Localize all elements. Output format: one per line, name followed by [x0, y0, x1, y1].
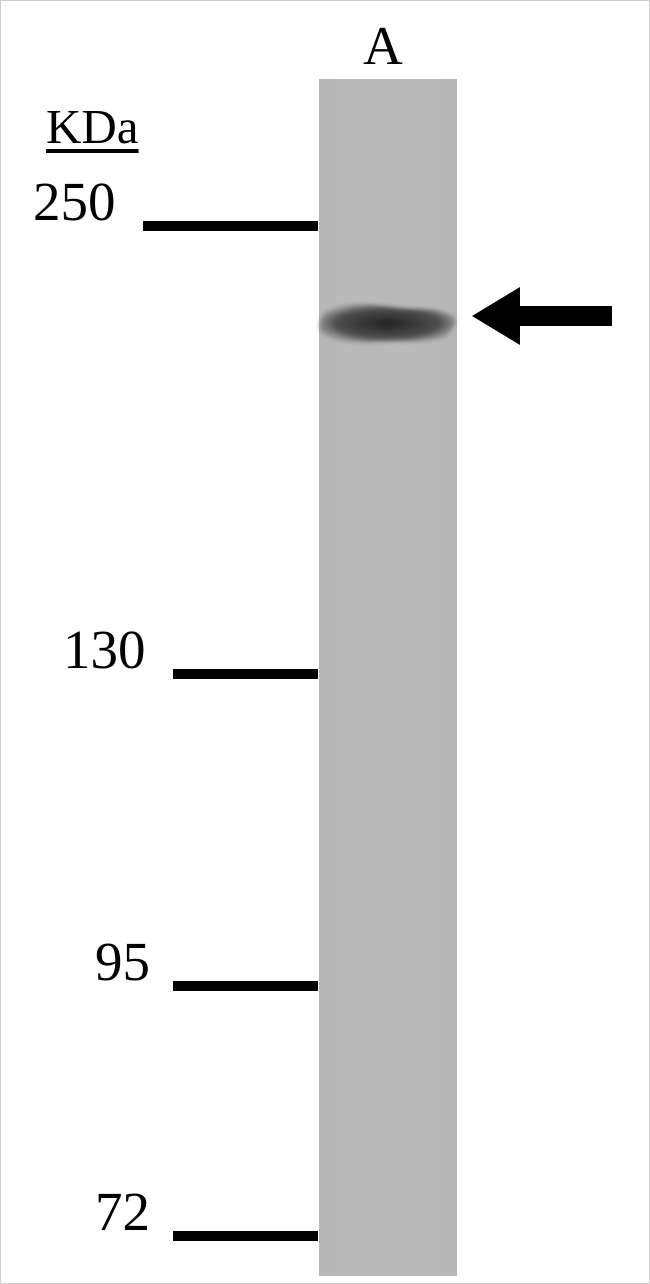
marker-label-95: 95: [95, 930, 150, 993]
blot-container: KDa A 250 130 95 72: [0, 0, 650, 1284]
unit-label: KDa: [46, 98, 139, 155]
marker-tick-130: [173, 669, 318, 679]
marker-tick-95: [173, 981, 318, 991]
lane-label-a: A: [363, 14, 403, 77]
lane-strip: [319, 79, 457, 1276]
marker-label-130: 130: [63, 618, 146, 681]
protein-band: [301, 280, 475, 356]
marker-tick-72: [173, 1231, 318, 1241]
marker-label-72: 72: [95, 1180, 150, 1243]
marker-label-250: 250: [33, 170, 116, 233]
marker-tick-250: [143, 221, 318, 231]
band-indicator-arrow: [468, 277, 650, 355]
